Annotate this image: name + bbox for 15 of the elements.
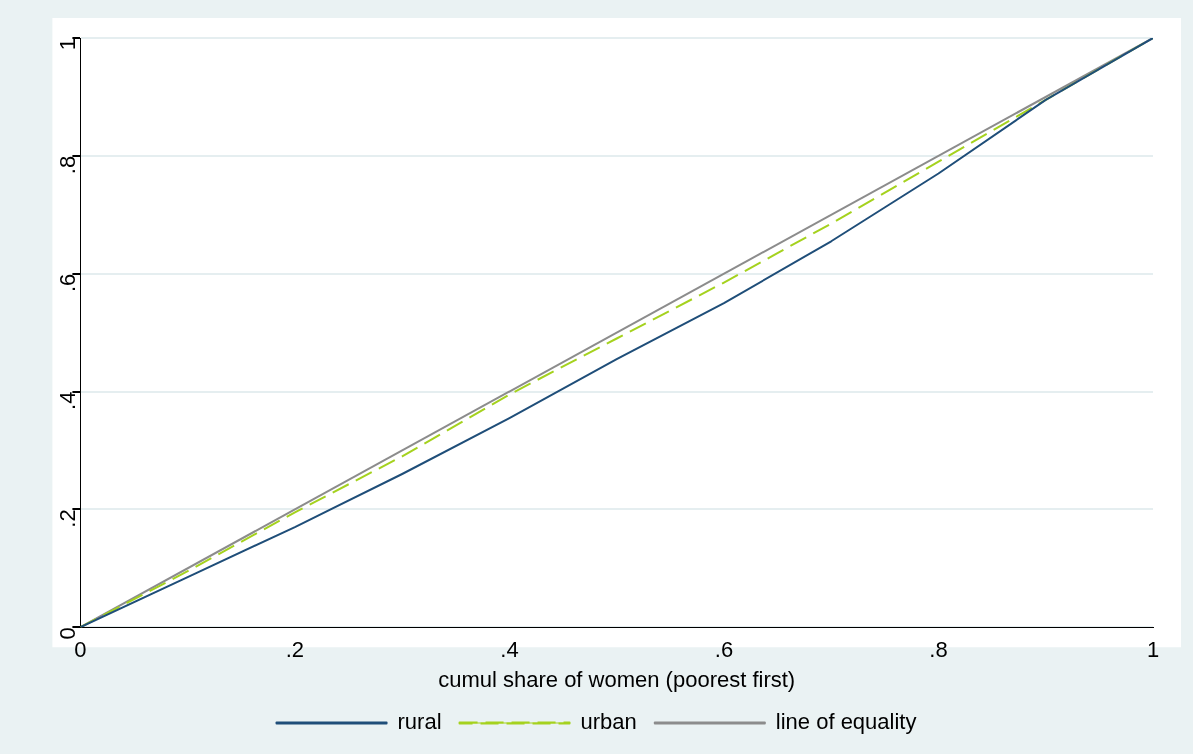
x-axis-title: cumul share of women (poorest first) bbox=[438, 666, 796, 692]
legend-label: line of equality bbox=[775, 709, 917, 735]
legend-label: rural bbox=[397, 709, 442, 735]
x-tick-label: .4 bbox=[500, 637, 519, 663]
x-tick-label: 1 bbox=[1146, 637, 1160, 663]
y-tick-label: .4 bbox=[55, 391, 81, 410]
y-tick-label: .6 bbox=[55, 273, 81, 293]
x-tick-label: .2 bbox=[285, 637, 305, 663]
y-tick-label: .8 bbox=[55, 155, 81, 175]
y-tick-label: 1 bbox=[55, 38, 81, 51]
x-tick-label: .8 bbox=[929, 637, 948, 663]
legend-label: urban bbox=[580, 709, 637, 735]
y-tick-label: 0 bbox=[55, 627, 81, 640]
y-tick-label: .2 bbox=[55, 509, 81, 528]
x-tick-label: .6 bbox=[714, 637, 734, 663]
